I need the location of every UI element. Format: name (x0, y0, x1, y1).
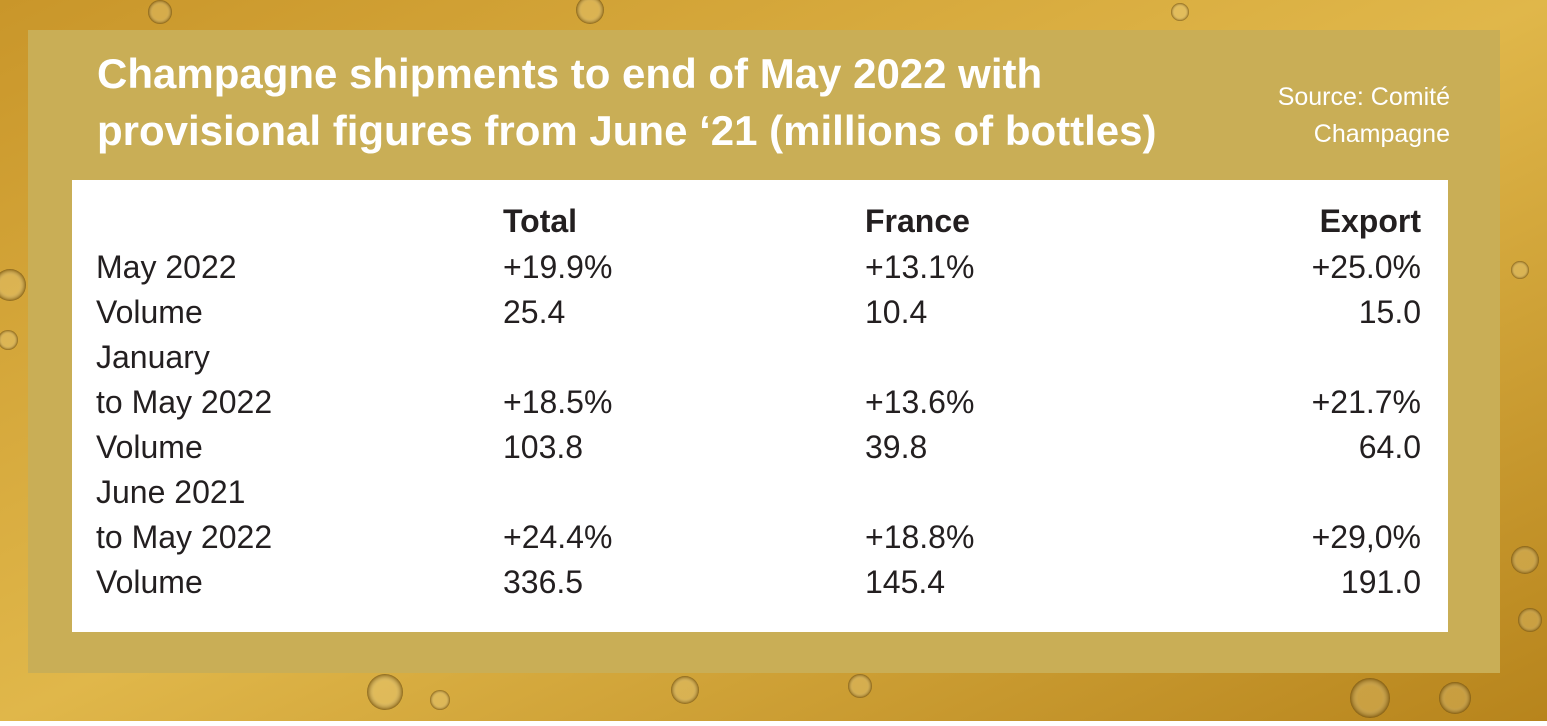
cell: 336.5 (503, 564, 583, 600)
cell: 145.4 (865, 564, 945, 600)
source: Champagne (1314, 120, 1450, 148)
cell: 64.0 (1359, 429, 1421, 465)
row-label: Volume (96, 429, 203, 465)
cell: +13.6% (865, 384, 974, 420)
cell: 10.4 (865, 294, 927, 330)
cell: 15.0 (1359, 294, 1421, 330)
cell: 191.0 (1341, 564, 1421, 600)
cell: +13.1% (865, 249, 974, 285)
row-label: Volume (96, 564, 203, 600)
cell: +21.7% (1312, 384, 1421, 420)
row-label: June 2021 (96, 474, 245, 510)
cell: +24.4% (503, 519, 612, 555)
cell: +18.5% (503, 384, 612, 420)
cell: +18.8% (865, 519, 974, 555)
row-label: to May 2022 (96, 519, 272, 555)
row-label: May 2022 (96, 249, 237, 285)
table-box (72, 180, 1448, 632)
cell: 25.4 (503, 294, 565, 330)
title: Champagne shipments to end of May 2022 w… (97, 50, 1042, 97)
column-header: Total (503, 203, 577, 239)
row-label: January (96, 339, 210, 375)
cell: 103.8 (503, 429, 583, 465)
title: provisional figures from June ‘21 (milli… (97, 107, 1156, 154)
row-label: to May 2022 (96, 384, 272, 420)
source: Source: Comité (1278, 83, 1450, 111)
cell: +29,0% (1312, 519, 1421, 555)
cell: +25.0% (1312, 249, 1421, 285)
row-label: Volume (96, 294, 203, 330)
cell: +19.9% (503, 249, 612, 285)
cell: 39.8 (865, 429, 927, 465)
column-header: Export (1320, 203, 1422, 239)
column-header: France (865, 203, 970, 239)
